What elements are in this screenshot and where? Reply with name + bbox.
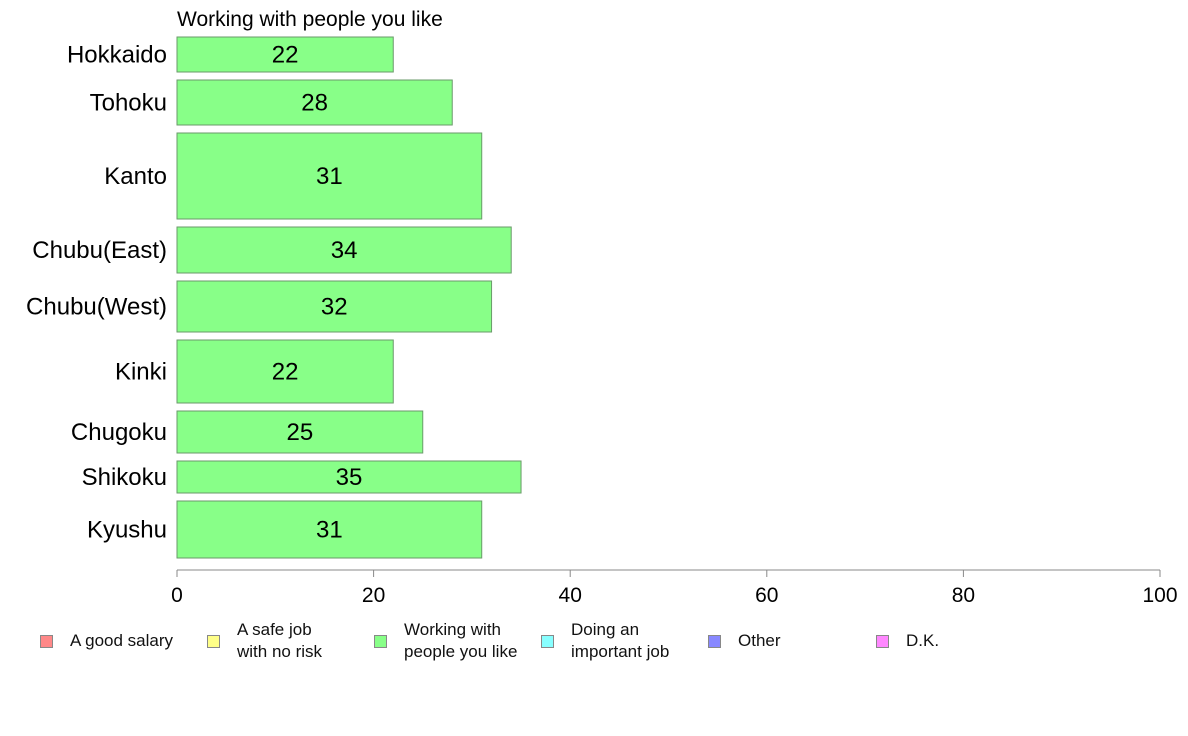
legend-swatch [541, 634, 554, 648]
legend: A good salary A safe job with no risk Work… [0, 619, 1188, 669]
legend-label: A good salary [70, 631, 174, 650]
legend-item: D.K. [876, 619, 939, 663]
data-label: 28 [301, 90, 328, 117]
bar [176, 226, 512, 274]
data-label: 22 [272, 42, 299, 69]
legend-swatch [876, 634, 889, 648]
bar [176, 36, 394, 73]
bar-chart: Working with people you like Hokkaido 22 T… [26, 8, 1178, 607]
x-axis: 0 20 40 60 80 100 [171, 569, 1178, 607]
legend-label: A safe job with no risk [237, 620, 323, 661]
legend-item: Other [708, 619, 781, 663]
legend-swatch [40, 634, 53, 648]
category-label: Chugoku [71, 419, 167, 446]
category-label: Hokkaido [67, 42, 167, 69]
category-label: Kinki [115, 359, 167, 386]
x-tick-label: 80 [952, 584, 975, 607]
legend-label: Doing an important job [571, 620, 670, 661]
chart-title: Working with people you like [177, 8, 443, 31]
x-tick-label: 0 [171, 584, 183, 607]
legend-item: Working with people you like [374, 619, 517, 663]
category-label: Tohoku [90, 90, 167, 117]
bar [176, 79, 453, 126]
legend-item: A safe job with no risk [207, 619, 322, 663]
data-label: 25 [287, 419, 314, 446]
data-label: 22 [272, 359, 299, 386]
legend-swatch [207, 634, 220, 648]
category-label: Kanto [104, 163, 167, 190]
legend-item: Doing an important job [541, 619, 669, 663]
data-label: 34 [331, 237, 358, 264]
bars-layer: Hokkaido 22 Tohoku 28 Kanto 31 Chubu(East) 34 Ch… [26, 36, 522, 559]
legend-label: Working with people you like [404, 620, 518, 661]
legend-swatch [708, 634, 721, 648]
legend-label: Other [738, 631, 781, 650]
category-label: Chubu(West) [26, 294, 167, 321]
x-tick-label: 40 [559, 584, 582, 607]
data-label: 31 [316, 163, 343, 190]
bar [176, 460, 522, 494]
legend-label: D.K. [906, 631, 940, 650]
category-label: Chubu(East) [32, 237, 167, 264]
legend-swatch [374, 634, 387, 648]
bar [176, 339, 394, 404]
data-label: 32 [321, 294, 348, 321]
x-tick-label: 60 [755, 584, 778, 607]
bar [176, 132, 483, 220]
bar [176, 410, 424, 454]
data-label: 31 [316, 517, 343, 544]
category-label: Shikoku [82, 464, 167, 491]
x-tick-label: 100 [1142, 584, 1177, 607]
legend-item: A good salary [40, 619, 173, 663]
bar [176, 500, 483, 559]
data-label: 35 [336, 464, 363, 491]
x-tick-label: 20 [362, 584, 385, 607]
bar [176, 280, 493, 333]
category-label: Kyushu [87, 517, 167, 544]
